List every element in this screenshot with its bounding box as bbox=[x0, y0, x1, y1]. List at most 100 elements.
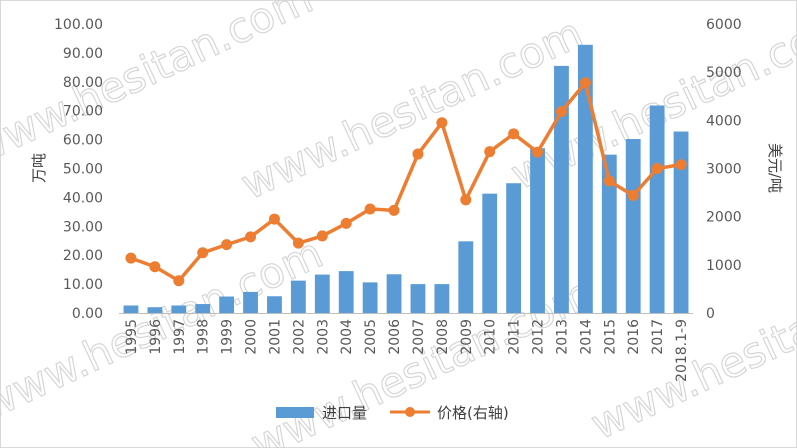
y-left-tick-label: 90.00 bbox=[63, 46, 103, 62]
y-right-tick-label: 0 bbox=[706, 306, 715, 322]
price-point bbox=[532, 146, 544, 158]
y-right-axis: 0 1000 2000 3000 4000 5000 6000 bbox=[706, 17, 742, 322]
x-tick-label: 1996 bbox=[148, 319, 164, 355]
legend-swatch-imports bbox=[276, 407, 314, 418]
y-left-tick-label: 20.00 bbox=[63, 248, 103, 264]
x-tick-label: 2000 bbox=[244, 319, 260, 355]
x-tick-label: 2017 bbox=[650, 319, 666, 355]
price-point bbox=[484, 146, 496, 158]
y-right-tick-label: 1000 bbox=[706, 258, 742, 274]
bar bbox=[338, 271, 354, 313]
x-tick-label: 2006 bbox=[387, 319, 403, 355]
bar bbox=[434, 284, 450, 313]
y-left-axis: 0.00 10.00 20.00 30.00 40.00 50.00 60.00 70.00 8… bbox=[54, 17, 103, 322]
x-tick-label: 2018.1-9 bbox=[674, 319, 690, 382]
y-left-tick-label: 0.00 bbox=[72, 306, 103, 322]
x-tick-label: 2002 bbox=[291, 319, 307, 355]
price-point bbox=[221, 239, 233, 251]
bar bbox=[290, 280, 306, 313]
legend-label-price: 价格(右轴) bbox=[437, 404, 509, 422]
bar bbox=[625, 139, 641, 313]
price-point bbox=[651, 163, 663, 174]
bar bbox=[123, 305, 139, 313]
price-point bbox=[149, 261, 161, 273]
price-point bbox=[125, 252, 137, 264]
x-tick-label: 2011 bbox=[507, 319, 523, 355]
legend-label-imports: 进口量 bbox=[322, 404, 367, 422]
price-point bbox=[388, 204, 400, 216]
y-left-tick-label: 30.00 bbox=[63, 219, 103, 235]
y-right-tick-label: 4000 bbox=[706, 113, 742, 129]
legend-swatch-price-marker bbox=[405, 407, 415, 417]
x-tick-label: 2013 bbox=[554, 319, 570, 355]
y-left-tick-label: 40.00 bbox=[63, 190, 103, 206]
y-right-tick-label: 3000 bbox=[706, 162, 742, 178]
y-left-axis-title: 万吨 bbox=[30, 153, 48, 183]
x-tick-label: 1999 bbox=[220, 319, 236, 355]
x-tick-label: 2005 bbox=[363, 319, 379, 355]
x-tick-label: 2010 bbox=[483, 319, 499, 355]
bar bbox=[171, 305, 187, 313]
price-point bbox=[579, 77, 591, 89]
y-left-tick-label: 80.00 bbox=[63, 75, 103, 91]
price-point bbox=[245, 231, 257, 243]
y-right-tick-label: 2000 bbox=[706, 210, 742, 226]
bar bbox=[410, 284, 426, 313]
price-point bbox=[268, 213, 280, 225]
bar bbox=[554, 65, 569, 313]
bar bbox=[482, 193, 498, 313]
bar bbox=[577, 44, 593, 314]
y-left-tick-label: 60.00 bbox=[63, 133, 103, 149]
bar bbox=[530, 148, 545, 313]
price-point bbox=[675, 159, 687, 171]
bar bbox=[458, 241, 474, 313]
price-point bbox=[603, 175, 615, 187]
bar bbox=[267, 296, 282, 313]
x-axis: 1995 1996 1997 1998 1999 2000 2001 2002 2003 2004… bbox=[124, 319, 690, 382]
y-left-tick-label: 50.00 bbox=[63, 162, 103, 178]
x-tick-label: 2003 bbox=[315, 319, 331, 355]
line-series-price bbox=[125, 77, 687, 287]
bar bbox=[147, 307, 163, 313]
x-tick-label: 2009 bbox=[459, 319, 475, 355]
price-point bbox=[340, 217, 352, 229]
bar bbox=[219, 296, 235, 313]
y-right-axis-title: 美元/吨 bbox=[766, 143, 784, 193]
x-tick-label: 2012 bbox=[531, 319, 547, 355]
price-point bbox=[316, 230, 328, 242]
x-tick-label: 2008 bbox=[435, 319, 451, 355]
legend: 进口量 价格(右轴) bbox=[276, 404, 509, 422]
x-tick-label: 2007 bbox=[411, 319, 427, 355]
price-point bbox=[364, 203, 376, 215]
price-point bbox=[292, 237, 304, 249]
bar bbox=[314, 274, 330, 313]
x-tick-label: 2014 bbox=[578, 319, 594, 355]
price-point bbox=[460, 194, 472, 206]
y-right-tick-label: 5000 bbox=[706, 65, 742, 81]
bar bbox=[362, 282, 378, 313]
bar bbox=[673, 131, 689, 313]
price-point bbox=[627, 189, 639, 201]
price-point bbox=[173, 275, 185, 287]
bar-series-imports bbox=[123, 44, 689, 314]
x-tick-label: 2004 bbox=[339, 319, 355, 355]
bar bbox=[649, 105, 665, 313]
price-point bbox=[436, 117, 448, 129]
x-tick-label: 2016 bbox=[626, 319, 642, 355]
y-left-tick-label: 100.00 bbox=[54, 17, 103, 33]
bar bbox=[386, 274, 402, 313]
price-point bbox=[412, 148, 424, 160]
price-point bbox=[508, 128, 520, 140]
y-left-tick-label: 70.00 bbox=[63, 104, 103, 120]
bar bbox=[601, 154, 617, 313]
x-tick-label: 2015 bbox=[602, 319, 618, 355]
x-tick-label: 1997 bbox=[172, 319, 188, 355]
price-point bbox=[197, 247, 209, 259]
bar bbox=[243, 291, 258, 313]
bar bbox=[195, 304, 211, 313]
bar bbox=[506, 183, 522, 313]
y-left-tick-label: 10.00 bbox=[63, 277, 103, 293]
price-point bbox=[555, 106, 567, 118]
x-tick-label: 2001 bbox=[267, 319, 283, 355]
